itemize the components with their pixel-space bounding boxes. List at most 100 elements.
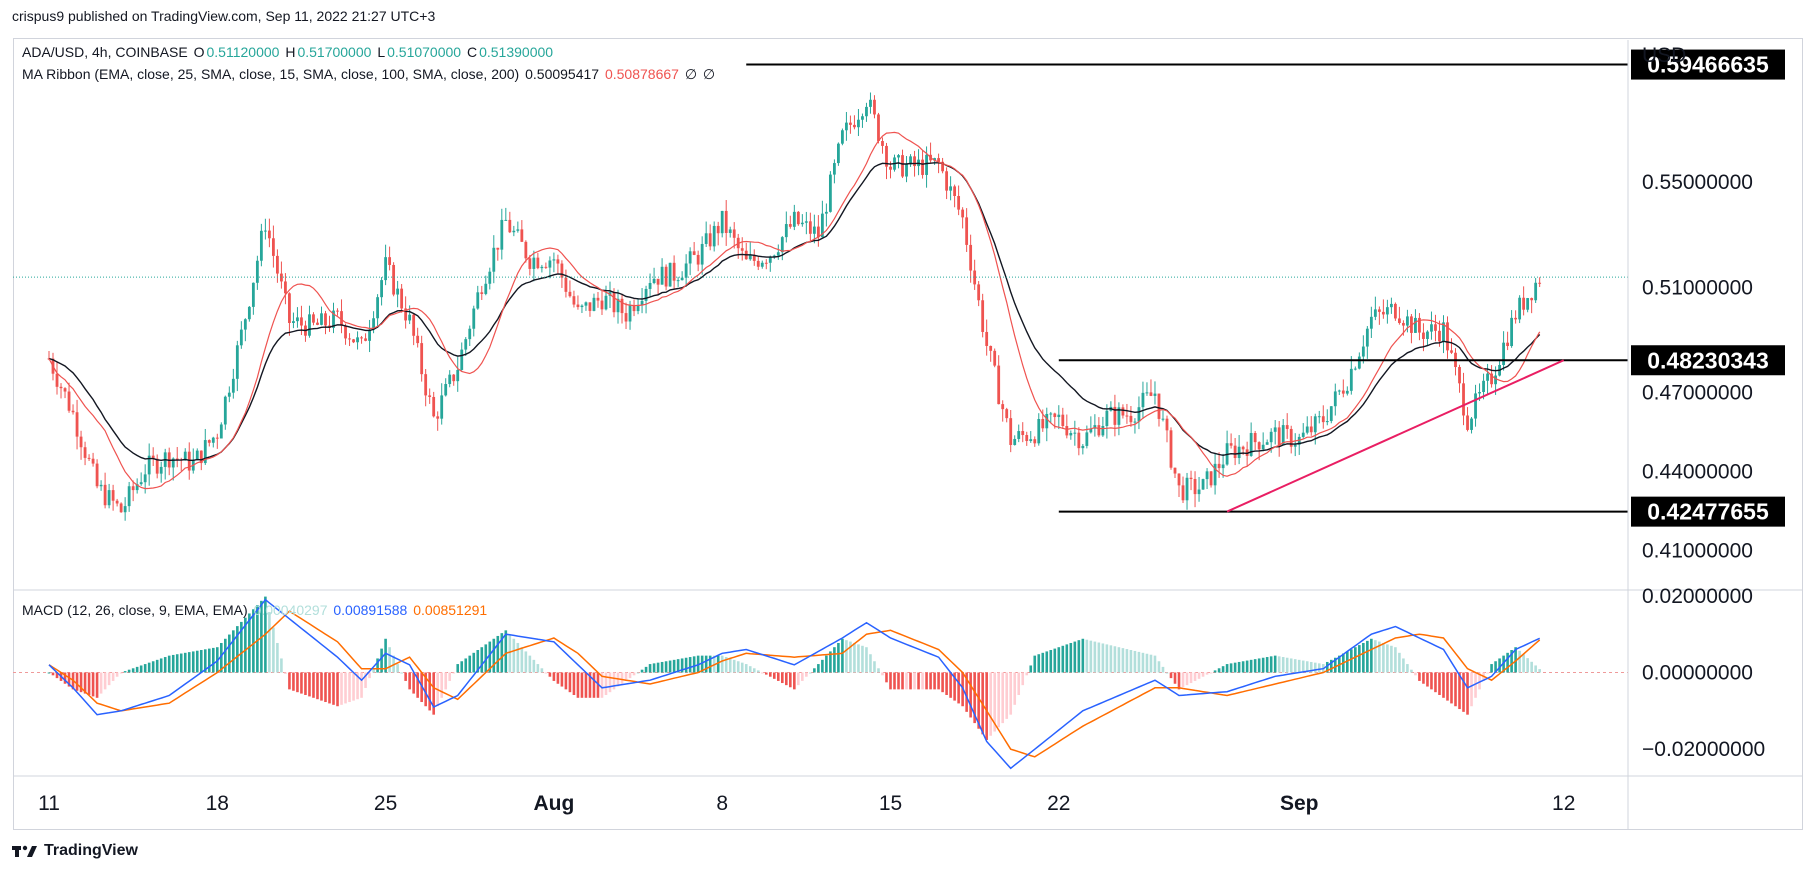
candle-body [824, 211, 828, 214]
candle-body [1462, 383, 1465, 416]
macd-histogram-bar [953, 672, 956, 701]
candle-body [1269, 431, 1273, 443]
macd-histogram-bar [380, 648, 383, 673]
macd-histogram-bar [540, 668, 544, 673]
candle-body [540, 266, 544, 269]
candle-body [1494, 375, 1497, 385]
candle-body [1009, 418, 1013, 445]
candle-body [788, 224, 792, 227]
macd-histogram-bar [191, 651, 195, 673]
candle-body [480, 292, 484, 294]
candle-body [1145, 392, 1149, 394]
candle-body [223, 396, 227, 425]
candle-body [508, 219, 512, 233]
macd-histogram-bar [857, 644, 860, 673]
candle-body [804, 221, 808, 223]
candle-body [889, 166, 892, 170]
candle-body [692, 251, 696, 255]
candle-body [119, 503, 123, 513]
candle-body [1349, 368, 1353, 391]
macd-histogram-bar [708, 655, 712, 673]
macd-histogram-bar [1037, 654, 1041, 673]
candle-body [572, 296, 576, 305]
candle-body [732, 229, 736, 238]
tradingview-icon [12, 844, 38, 858]
macd-histogram-bar [67, 672, 71, 687]
price-tick-label: 0.55000000 [1642, 171, 1753, 194]
macd-histogram-bar [692, 656, 696, 673]
macd-histogram-bar [1470, 672, 1473, 707]
candle-body [909, 156, 912, 165]
candle-body [171, 458, 175, 468]
macd-histogram-bar [360, 672, 363, 698]
macd-histogram-bar [143, 664, 147, 673]
macd-histogram-bar [1358, 645, 1361, 673]
candle-body [1185, 477, 1189, 501]
candle-body [460, 349, 464, 370]
candle-body [1189, 477, 1193, 480]
macd-histogram-bar [797, 672, 800, 686]
macd-histogram-bar [408, 672, 411, 690]
ma-sma200-value: ∅ [702, 66, 716, 82]
macd-histogram-bar [1261, 657, 1265, 673]
candle-body [115, 500, 119, 504]
macd-histogram-bar [744, 664, 748, 673]
macd-histogram-bar [1534, 665, 1537, 673]
candle-body [440, 395, 444, 419]
candle-body [724, 210, 728, 233]
macd-histogram-bar [336, 672, 339, 707]
candle-body [1197, 489, 1201, 495]
candle-body [808, 221, 812, 234]
price-label-text: 0.59466635 [1647, 52, 1769, 78]
macd-histogram-bar [760, 672, 764, 674]
macd-histogram-bar [544, 672, 548, 674]
candle-body [300, 317, 303, 326]
macd-histogram-bar [1313, 662, 1317, 673]
macd-histogram-bar [949, 672, 952, 698]
candle-body [913, 156, 916, 167]
macd-histogram-bar [448, 672, 452, 681]
symbol-legend: ADA/USD, 4h, COINBASE O 0.51120000 H 0.517… [22, 44, 555, 60]
candle-body [1053, 413, 1057, 418]
macd-histogram-bar [560, 672, 564, 687]
macd-histogram-bar [652, 663, 656, 673]
tradingview-logo[interactable]: TradingView [12, 842, 138, 860]
macd-histogram-bar [1494, 661, 1497, 673]
macd-histogram-bar [1293, 659, 1297, 673]
candle-body [784, 224, 788, 238]
macd-histogram-bar [945, 672, 948, 695]
macd-histogram-bar [51, 672, 55, 676]
macd-histogram-bar [175, 654, 179, 673]
macd-histogram-bar [416, 672, 419, 698]
macd-histogram-bar [985, 672, 988, 740]
macd-histogram-bar [552, 672, 556, 681]
candle-body [1049, 413, 1053, 415]
macd-histogram-bar [103, 672, 107, 690]
macd-histogram-bar [764, 672, 768, 675]
candle-body [716, 225, 720, 234]
macd-histogram-bar [656, 662, 660, 673]
candle-body [989, 345, 993, 351]
candle-body [816, 226, 820, 238]
candle-body [183, 451, 187, 461]
macd-histogram-bar [1374, 640, 1377, 673]
macd-histogram-bar [1462, 672, 1465, 712]
price-label-box [1631, 345, 1785, 376]
candle-body [768, 256, 772, 263]
macd-histogram-bar [163, 657, 167, 673]
macd-histogram-bar [1153, 655, 1157, 673]
candle-body [873, 99, 876, 115]
candle-body [1297, 436, 1301, 445]
candle-body [536, 257, 540, 269]
macd-histogram-bar [171, 654, 175, 673]
candle-body [520, 229, 524, 242]
macd-histogram-bar [688, 657, 692, 673]
candle-body [1514, 317, 1518, 320]
macd-histogram-bar [1257, 658, 1261, 673]
macd-histogram-bar [1418, 672, 1421, 681]
macd-histogram-bar [877, 668, 880, 673]
candle-body [243, 319, 247, 330]
macd-histogram-bar [1277, 656, 1281, 673]
macd-histogram-bar [1197, 672, 1201, 679]
